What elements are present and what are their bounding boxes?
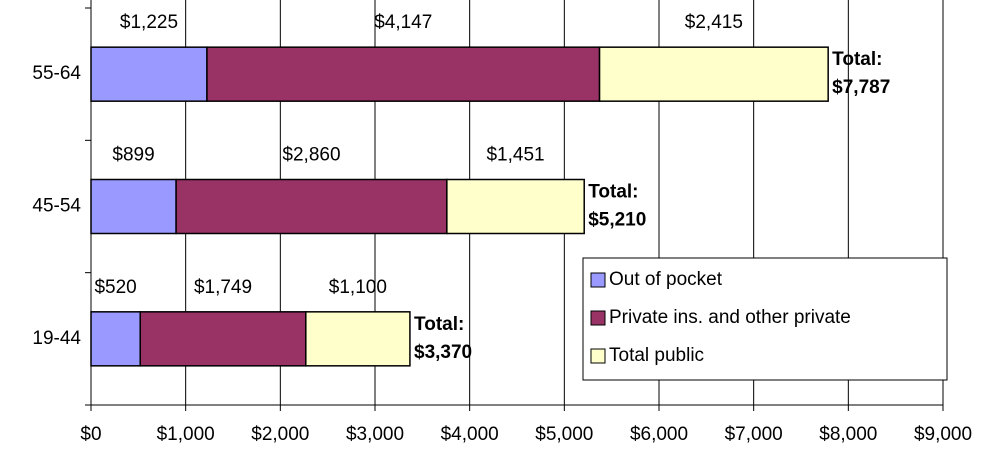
x-tick-label: $9,000: [914, 424, 972, 445]
y-tick-label: 55-64: [32, 63, 81, 84]
value-label: $1,451: [486, 145, 544, 166]
value-label: $1,749: [194, 277, 252, 298]
total-title: Total:: [832, 49, 882, 70]
x-tick-label: $8,000: [819, 424, 877, 445]
total-title: Total:: [414, 314, 464, 335]
y-tick-label: 45-54: [32, 196, 81, 217]
total-label: $5,210: [588, 210, 646, 231]
total-title: Total:: [588, 182, 638, 203]
x-tick-label: $4,000: [441, 424, 499, 445]
total-label: $7,787: [832, 77, 890, 98]
bar-segment: [90, 311, 141, 367]
value-label: $520: [94, 277, 136, 298]
bar-segment: [598, 46, 829, 102]
x-tick-label: $3,000: [346, 424, 404, 445]
x-tick-label: $2,000: [251, 424, 309, 445]
value-label: $4,147: [374, 12, 432, 33]
value-label: $899: [112, 145, 154, 166]
bar-segment: [90, 178, 177, 235]
legend-swatch: [590, 272, 606, 288]
total-label: $3,370: [414, 342, 472, 363]
x-tick-label: $5,000: [535, 424, 593, 445]
value-label: $2,860: [282, 145, 340, 166]
x-tick-label: $6,000: [630, 424, 688, 445]
legend-swatch: [590, 348, 606, 364]
value-label: $1,225: [120, 12, 178, 33]
legend-box: [582, 257, 948, 381]
legend-swatch: [590, 310, 606, 326]
legend-label: Total public: [609, 345, 704, 366]
legend: Out of pocket Private ins. and other priv…: [582, 257, 948, 381]
bar-segment: [90, 46, 208, 102]
legend-label: Private ins. and other private: [609, 307, 851, 328]
bar-segment: [175, 178, 448, 235]
y-tick-label: 19-44: [32, 328, 81, 349]
value-label: $2,415: [685, 12, 743, 33]
value-label: $1,100: [329, 277, 387, 298]
x-tick-label: $1,000: [157, 424, 215, 445]
x-tick-label: $7,000: [725, 424, 783, 445]
legend-label: Out of pocket: [609, 269, 723, 290]
bar-segment: [206, 46, 601, 102]
bar-segment: [139, 311, 307, 367]
bar-segment: [446, 178, 585, 235]
x-tick-label: $0: [80, 424, 101, 445]
bar-segment: [305, 311, 411, 367]
